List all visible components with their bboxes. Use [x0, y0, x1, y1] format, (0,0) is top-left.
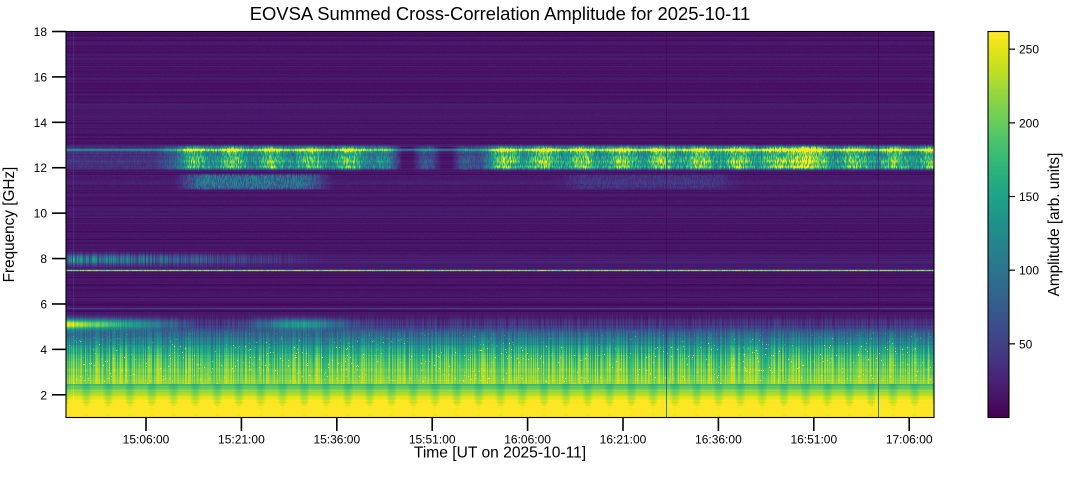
svg-text:16:21:00: 16:21:00 — [600, 433, 647, 447]
svg-text:16:36:00: 16:36:00 — [695, 433, 742, 447]
svg-text:17:06:00: 17:06:00 — [886, 433, 933, 447]
svg-text:12: 12 — [34, 161, 48, 175]
svg-text:Frequency [GHz]: Frequency [GHz] — [1, 167, 18, 283]
svg-text:250: 250 — [1019, 43, 1039, 57]
svg-text:6: 6 — [40, 297, 47, 311]
svg-text:18: 18 — [34, 25, 48, 39]
svg-text:50: 50 — [1019, 337, 1033, 351]
svg-text:Time [UT on 2025-10-11]: Time [UT on 2025-10-11] — [414, 445, 586, 462]
svg-text:15:36:00: 15:36:00 — [313, 433, 360, 447]
svg-text:10: 10 — [34, 207, 48, 221]
svg-text:14: 14 — [34, 116, 48, 130]
svg-text:4: 4 — [40, 343, 47, 357]
svg-text:16: 16 — [34, 70, 48, 84]
svg-text:EOVSA Summed Cross-Correlation: EOVSA Summed Cross-Correlation Amplitude… — [250, 3, 751, 24]
svg-text:Amplitude [arb. units]: Amplitude [arb. units] — [1046, 153, 1063, 297]
svg-text:2: 2 — [40, 388, 47, 402]
svg-text:200: 200 — [1019, 116, 1039, 130]
svg-text:15:21:00: 15:21:00 — [218, 433, 265, 447]
svg-text:150: 150 — [1019, 190, 1039, 204]
svg-text:15:06:00: 15:06:00 — [123, 433, 170, 447]
svg-text:8: 8 — [40, 252, 47, 266]
svg-text:16:51:00: 16:51:00 — [790, 433, 837, 447]
svg-text:100: 100 — [1019, 264, 1039, 278]
